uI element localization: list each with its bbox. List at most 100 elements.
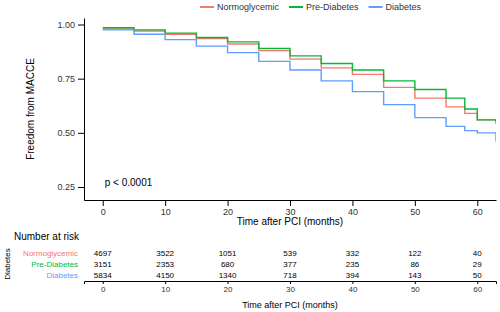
risk-row-name: Pre-Diabetes — [31, 260, 78, 269]
y-tick: 0.50 — [57, 128, 84, 138]
survival-curve — [103, 28, 496, 122]
x-tick: 0 — [101, 200, 106, 217]
risk-x-tick: 20 — [224, 281, 233, 294]
risk-count: 1340 — [219, 271, 237, 280]
y-tick-mark — [78, 187, 84, 188]
legend-item: Pre-Diabetes — [289, 2, 359, 12]
plot-area — [103, 28, 496, 142]
risk-count: 3151 — [94, 260, 112, 269]
risk-count: 50 — [473, 271, 482, 280]
x-axis: 0 10 20 30 40 50 60 — [85, 200, 497, 217]
y-tick-mark — [78, 25, 84, 26]
legend-swatch — [369, 6, 383, 8]
risk-count: 332 — [346, 249, 360, 258]
x-tick-label: 20 — [223, 207, 233, 217]
risk-count: 1051 — [219, 249, 237, 258]
risk-x-tick-label: 50 — [411, 285, 420, 294]
risk-x-tick: 50 — [411, 281, 420, 294]
risk-x-tick-mark — [352, 281, 353, 284]
legend-item: Diabetes — [369, 2, 422, 12]
x-tick-label: 60 — [473, 207, 483, 217]
risk-count: 40 — [473, 249, 482, 258]
risk-table-x-axis-line — [85, 282, 497, 285]
x-tick-label: 0 — [101, 207, 106, 217]
x-tick: 10 — [161, 200, 171, 217]
risk-x-tick: 0 — [101, 281, 106, 294]
risk-x-tick-mark — [103, 281, 104, 284]
risk-x-tick: 30 — [286, 281, 295, 294]
risk-count: 4150 — [156, 271, 174, 280]
risk-count: 235 — [346, 260, 360, 269]
risk-table-x-axis: 0 10 20 30 40 50 60 — [85, 281, 497, 294]
legend-label: Normoglycemic — [217, 2, 280, 12]
risk-x-tick: 60 — [473, 281, 482, 294]
y-tick: 0.75 — [57, 74, 84, 84]
risk-x-tick-label: 10 — [161, 285, 170, 294]
x-axis-title: Time after PCI (months) — [237, 216, 343, 227]
y-tick: 0.25 — [57, 182, 84, 192]
risk-row-name: Diabetes — [46, 271, 78, 280]
risk-count: 394 — [346, 271, 360, 280]
legend-item: Normoglycemic — [200, 2, 280, 12]
legend-swatch — [289, 6, 303, 8]
y-tick-label: 0.50 — [57, 128, 75, 138]
risk-table: Normoglycemic 4697 3522 1051 539 332 122 40 Pre-… — [23, 249, 482, 280]
x-tick-mark — [165, 200, 166, 206]
x-tick-label: 50 — [410, 207, 420, 217]
risk-count: 143 — [408, 271, 422, 280]
risk-row-name: Normoglycemic — [23, 249, 78, 258]
x-tick-mark — [228, 200, 229, 206]
risk-count: 86 — [410, 260, 419, 269]
x-tick-label: 10 — [161, 207, 171, 217]
risk-x-tick: 40 — [348, 281, 357, 294]
survival-curve — [103, 30, 496, 142]
x-tick-mark — [103, 200, 104, 206]
y-tick-label: 0.75 — [57, 74, 75, 84]
legend-label: Diabetes — [386, 2, 422, 12]
y-tick-mark — [78, 133, 84, 134]
risk-table-y-title: Diabetes — [3, 248, 12, 280]
legend: Normoglycemic Pre-Diabetes Diabetes — [200, 2, 422, 12]
y-tick-mark — [78, 79, 84, 80]
x-tick-mark — [290, 200, 291, 206]
y-axis: 0.25 0.50 0.75 1.00 — [57, 19, 84, 201]
risk-count: 29 — [473, 260, 482, 269]
chart: Normoglycemic Pre-Diabetes Diabetes 0.25 0.5… — [0, 0, 500, 312]
risk-x-tick-mark — [290, 281, 291, 284]
risk-x-tick-mark — [228, 281, 229, 284]
risk-table-x-title: Time after PCI (months) — [242, 300, 338, 310]
risk-x-tick-mark — [415, 281, 416, 284]
risk-count: 539 — [283, 249, 297, 258]
y-tick-label: 1.00 — [57, 20, 75, 30]
x-tick: 30 — [285, 200, 295, 217]
risk-x-tick-label: 40 — [348, 285, 357, 294]
x-tick-mark — [477, 200, 478, 206]
x-tick-mark — [352, 200, 353, 206]
x-tick-mark — [415, 200, 416, 206]
risk-x-tick-label: 0 — [101, 285, 106, 294]
legend-label: Pre-Diabetes — [306, 2, 359, 12]
legend-swatch — [200, 6, 214, 8]
risk-table-title: Number at risk — [14, 231, 80, 242]
risk-count: 680 — [221, 260, 235, 269]
risk-count: 718 — [283, 271, 297, 280]
survival-curve — [103, 29, 496, 124]
risk-x-tick-mark — [477, 281, 478, 284]
y-tick: 1.00 — [57, 20, 84, 30]
x-tick: 60 — [473, 200, 483, 217]
risk-count: 4697 — [94, 249, 112, 258]
risk-count: 2353 — [156, 260, 174, 269]
risk-count: 122 — [408, 249, 422, 258]
y-axis-line — [84, 19, 85, 201]
x-tick: 50 — [410, 200, 420, 217]
p-value: p < 0.0001 — [105, 177, 153, 188]
risk-x-tick: 10 — [161, 281, 170, 294]
risk-count: 377 — [283, 260, 297, 269]
risk-x-tick-label: 30 — [286, 285, 295, 294]
y-tick-label: 0.25 — [57, 182, 75, 192]
risk-x-tick-label: 20 — [224, 285, 233, 294]
x-tick: 40 — [348, 200, 358, 217]
x-tick-label: 40 — [348, 207, 358, 217]
risk-count: 3522 — [156, 249, 174, 258]
risk-x-tick-label: 60 — [473, 285, 482, 294]
